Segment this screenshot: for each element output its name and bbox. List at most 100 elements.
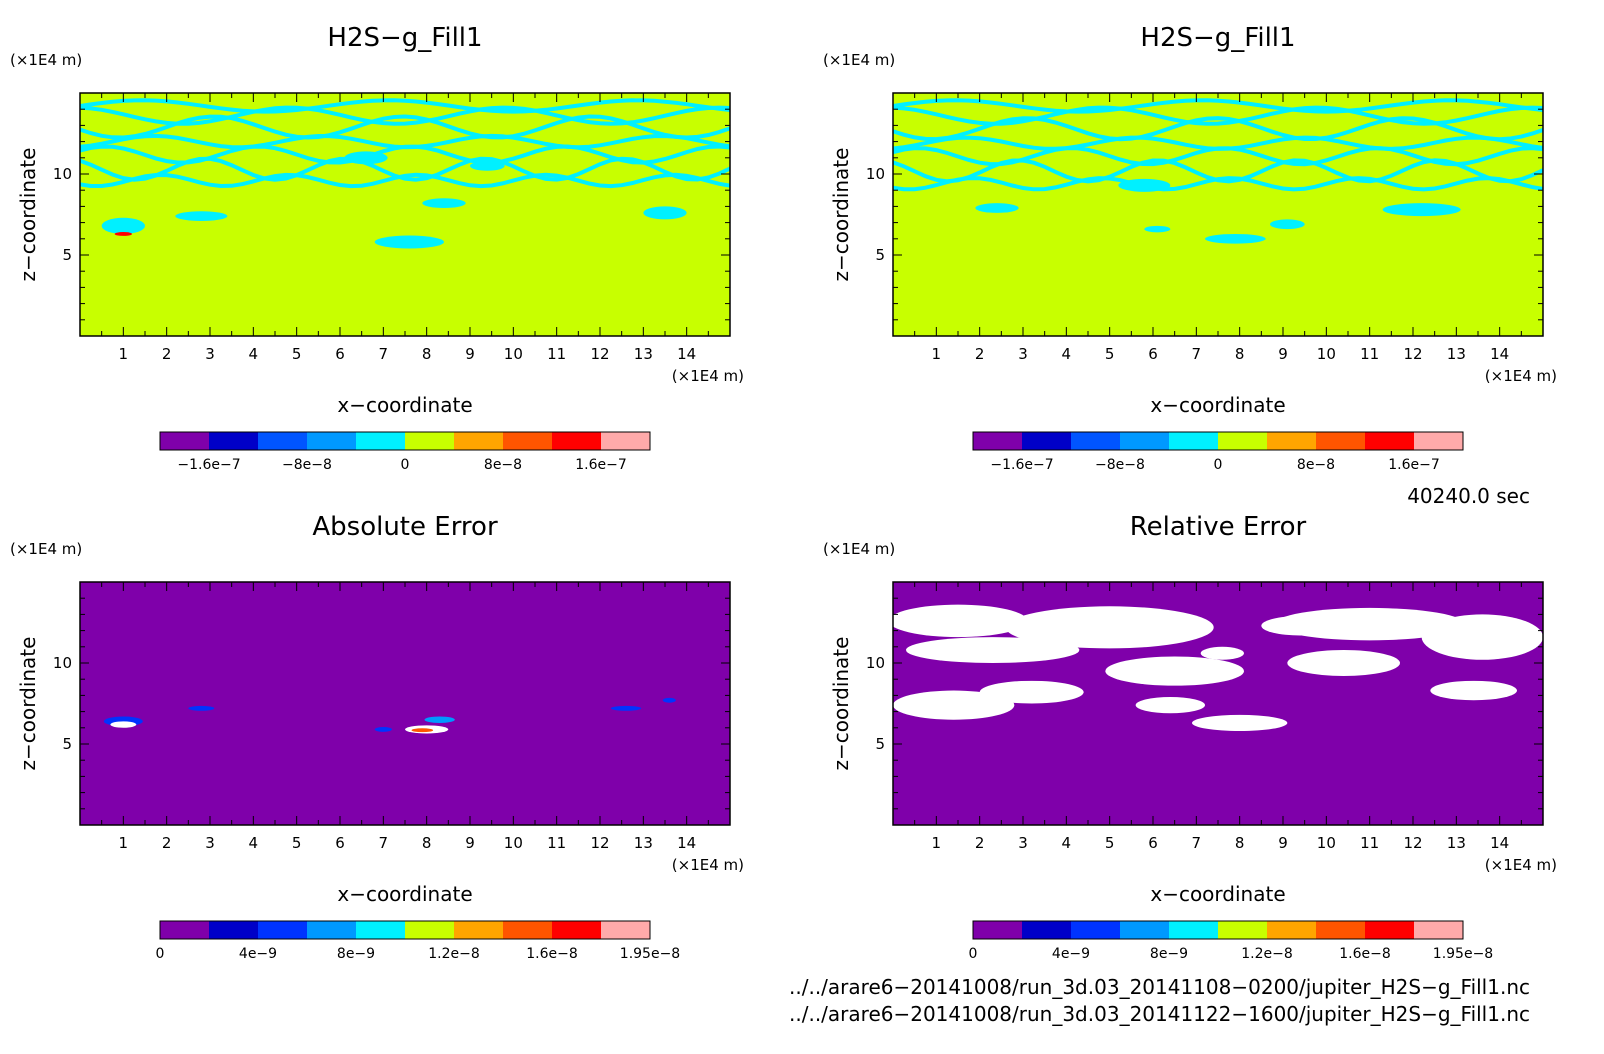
colorbar-tick-label: 1.6e−8 (526, 946, 578, 962)
field-spot (1192, 714, 1288, 732)
colorbar-swatch (1169, 432, 1219, 450)
colorbar-swatch (1218, 921, 1268, 939)
field-features (103, 697, 676, 734)
x-tick-label: 6 (1148, 345, 1158, 363)
panel-title: Absolute Error (312, 512, 498, 542)
field-features (893, 604, 1543, 732)
colorbar-tick-label: 1.95e−8 (1433, 946, 1493, 962)
y-tick-label: 10 (866, 165, 885, 183)
colorbar: 0 4e−9 8e−9 1.2e−8 1.6e−8 1.95e−8 (969, 920, 1493, 962)
x-tick-label: 8 (422, 834, 432, 852)
colorbar-tick-label: 4e−9 (1052, 946, 1090, 962)
x-tick-label: 2 (975, 834, 985, 852)
y-axis-label: z−coordinate (829, 637, 853, 771)
colorbar-swatch (160, 432, 210, 450)
x-tick-label: 12 (1403, 834, 1422, 852)
x-tick-label: 10 (1317, 834, 1336, 852)
colorbar-swatch (552, 432, 602, 450)
x-unit-label: (×1E4 m) (672, 367, 744, 385)
x-tick-label: 9 (1278, 345, 1288, 363)
x-tick-label: 1 (119, 345, 129, 363)
field-features (80, 98, 730, 249)
colorbar-swatch (1316, 432, 1366, 450)
x-tick-label: 4 (249, 345, 259, 363)
x-tick-label: 1 (932, 834, 942, 852)
x-tick-label: 8 (1235, 834, 1245, 852)
field-spot (470, 161, 505, 171)
x-tick-label: 2 (162, 834, 172, 852)
x-tick-label: 11 (547, 834, 566, 852)
x-tick-label: 3 (205, 345, 215, 363)
x-unit-label: (×1E4 m) (1485, 856, 1557, 874)
field-spot (188, 705, 215, 711)
x-tick-label: 13 (634, 834, 653, 852)
y-unit-label: (×1E4 m) (10, 540, 82, 558)
colorbar-swatch (552, 921, 602, 939)
contour-band (893, 116, 1543, 142)
field-spot (1382, 203, 1461, 217)
colorbar-tick-label: 0 (1214, 457, 1223, 473)
x-tick-label: 9 (465, 834, 475, 852)
y-axis-label: z−coordinate (16, 637, 40, 771)
field-spot (1105, 656, 1244, 686)
colorbar-swatch (1218, 432, 1268, 450)
colorbar: −1.6e−7 −8e−8 0 8e−8 1.6e−7 (159, 431, 651, 473)
colorbar-swatch (307, 921, 357, 939)
colorbar-tick-label: −1.6e−7 (177, 457, 240, 473)
colorbar-swatch (405, 432, 455, 450)
x-tick-label: 5 (292, 345, 302, 363)
x-tick-label: 12 (590, 345, 609, 363)
colorbar-swatch (258, 432, 308, 450)
colorbar-swatch (973, 921, 1023, 939)
field-spot (114, 231, 132, 236)
field-spot (1118, 178, 1171, 192)
colorbar-tick-label: 0 (156, 946, 165, 962)
colorbar-tick-label: −1.6e−7 (990, 457, 1053, 473)
colorbar-frame (972, 920, 1464, 940)
colorbar-tick-label: 8e−9 (337, 946, 375, 962)
x-unit-label: (×1E4 m) (672, 856, 744, 874)
colorbar-tick-label: 1.95e−8 (620, 946, 680, 962)
colorbar-swatch (209, 432, 259, 450)
colorbar-tick-label: 8e−8 (484, 457, 522, 473)
x-tick-label: 3 (1018, 834, 1028, 852)
y-unit-label: (×1E4 m) (10, 51, 82, 69)
colorbar-swatch (1267, 432, 1317, 450)
field-spot (893, 604, 1028, 638)
contour-band (80, 105, 730, 126)
field-spot (101, 217, 145, 234)
x-tick-label: 6 (335, 345, 345, 363)
x-tick-label: 6 (335, 834, 345, 852)
x-tick-label: 14 (1490, 345, 1509, 363)
x-axis-label: x−coordinate (1150, 882, 1285, 906)
colorbar-tick-label: 4e−9 (239, 946, 277, 962)
x-tick-label: 7 (1192, 345, 1202, 363)
field-spot (1261, 616, 1340, 636)
x-tick-label: 14 (1490, 834, 1509, 852)
field-spot (1005, 606, 1214, 649)
colorbar-swatch (356, 921, 406, 939)
y-tick-label: 5 (62, 735, 72, 753)
field-spot (344, 151, 388, 165)
y-tick-label: 10 (866, 654, 885, 672)
x-tick-label: 4 (1062, 834, 1072, 852)
field-spot (1200, 646, 1245, 660)
colorbar-swatch (1022, 921, 1072, 939)
field-spot (110, 721, 137, 728)
panel-title: H2S−g_Fill1 (327, 23, 482, 53)
x-tick-label: 4 (249, 834, 259, 852)
x-tick-label: 1 (932, 345, 942, 363)
colorbar-swatch (1120, 432, 1170, 450)
field-spot (1270, 219, 1305, 230)
x-tick-label: 11 (1360, 834, 1379, 852)
y-axis-label: z−coordinate (829, 148, 853, 282)
colorbar-swatch (258, 921, 308, 939)
x-tick-label: 7 (379, 345, 389, 363)
x-tick-label: 3 (205, 834, 215, 852)
field-spot (979, 680, 1084, 704)
x-tick-label: 5 (292, 834, 302, 852)
colorbar-swatch (1071, 921, 1121, 939)
colorbar-swatch (1267, 921, 1317, 939)
